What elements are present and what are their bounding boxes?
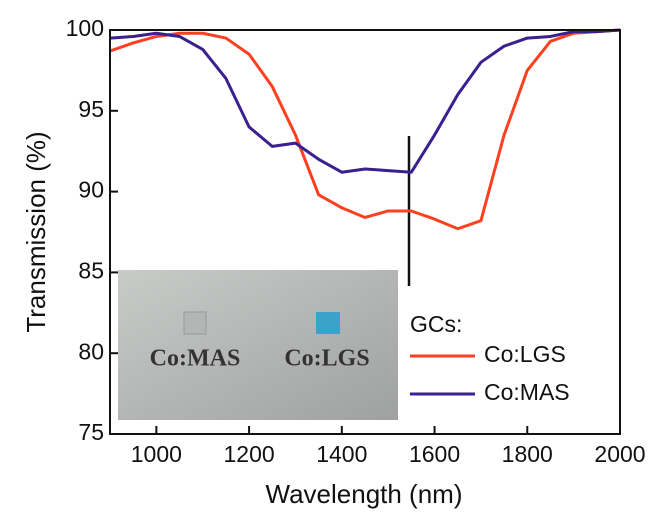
y-tick-label: 75 [78, 419, 104, 445]
x-tick-label: 2000 [594, 441, 645, 467]
y-tick-label: 95 [78, 96, 104, 122]
x-tick-label: 1600 [409, 441, 460, 467]
y-tick-label: 80 [78, 338, 104, 364]
legend-label: Co:MAS [484, 379, 570, 405]
y-axis-label: Transmission (%) [21, 131, 51, 332]
x-tick-label: 1400 [316, 441, 367, 467]
x-tick-label: 1000 [131, 441, 182, 467]
inset-label: Co:MAS [150, 346, 241, 372]
x-tick-label: 1200 [224, 441, 275, 467]
series-line [109, 28, 621, 231]
x-tick-label: 1800 [502, 441, 553, 467]
sample-square [183, 311, 207, 335]
y-tick-label: 85 [78, 257, 104, 283]
inset-photo [118, 270, 398, 420]
x-axis-label: Wavelength (nm) [266, 479, 463, 509]
legend-label: Co:LGS [484, 341, 566, 367]
y-tick-label: 90 [78, 177, 104, 203]
plot-frame [109, 29, 621, 435]
legend-title: GCs: [410, 311, 462, 337]
y-tick-label: 100 [66, 15, 104, 41]
series-line [109, 28, 621, 174]
inset-label: Co:LGS [284, 346, 369, 372]
sample-square [316, 312, 340, 334]
